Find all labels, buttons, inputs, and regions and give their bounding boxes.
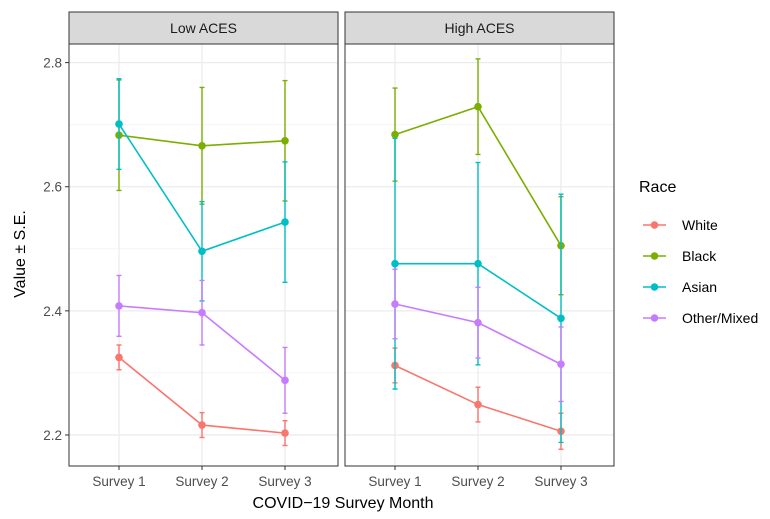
- legend-label: Asian: [682, 279, 717, 295]
- series-other-mixed: [115, 274, 289, 414]
- facet-strip: [344, 11, 615, 45]
- legend-key-point: [650, 221, 659, 229]
- data-point: [198, 421, 206, 429]
- data-point: [391, 130, 399, 139]
- panel-low-aces: Low ACES Survey 1 Survey 2 Survey 3: [68, 11, 339, 489]
- data-point: [474, 102, 482, 111]
- data-point: [115, 302, 123, 310]
- legend: Race White Black Asian Other/Mixed: [639, 179, 758, 326]
- facet-strip-label: Low ACES: [170, 20, 237, 36]
- y-axis-title: Value ± S.E.: [12, 210, 29, 298]
- facet-strip: [68, 11, 339, 45]
- data-point: [474, 400, 482, 409]
- x-tick-label: Survey 2: [175, 474, 228, 489]
- x-tick-label: Survey 3: [534, 474, 587, 489]
- data-point: [557, 314, 565, 323]
- panel-high-aces: High ACES Survey 1 Survey 2 Survey 3: [344, 11, 615, 489]
- x-tick-label: Survey 1: [368, 474, 421, 489]
- facet-strip-label: High ACES: [444, 20, 514, 36]
- series-white: [115, 344, 289, 447]
- data-point: [281, 137, 289, 145]
- data-point: [198, 141, 206, 150]
- legend-label: Black: [682, 248, 717, 264]
- data-point: [391, 259, 399, 268]
- panel-border: [68, 43, 339, 467]
- legend-title: Race: [639, 179, 676, 196]
- data-point: [474, 259, 482, 268]
- x-axis-title: COVID−19 Survey Month: [253, 495, 434, 512]
- plot-background: [345, 44, 614, 466]
- data-point: [281, 218, 289, 226]
- legend-item: Other/Mixed: [643, 310, 758, 326]
- x-tick-label: Survey 1: [92, 474, 145, 489]
- y-tick-label: 2.6: [43, 180, 62, 195]
- legend-label: Other/Mixed: [682, 310, 758, 326]
- data-point: [115, 353, 123, 362]
- legend-key-point: [650, 252, 659, 260]
- data-point: [557, 360, 565, 369]
- legend-key-point: [650, 314, 659, 322]
- y-tick-label: 2.2: [43, 428, 62, 443]
- plot-background: [69, 44, 338, 466]
- legend-item: Black: [643, 248, 717, 264]
- legend-key-point: [650, 283, 659, 291]
- y-tick-label: 2.8: [43, 56, 62, 71]
- legend-item: Asian: [643, 279, 717, 295]
- data-point: [115, 120, 123, 128]
- data-point: [474, 318, 482, 327]
- data-point: [391, 300, 399, 308]
- legend-item: White: [643, 217, 718, 233]
- series-other-mixed: [391, 268, 565, 403]
- data-point: [198, 247, 206, 256]
- x-tick-label: Survey 3: [258, 474, 311, 489]
- series-asian: [115, 78, 289, 302]
- legend-label: White: [682, 217, 718, 233]
- y-tick-label: 2.4: [43, 304, 62, 319]
- data-point: [281, 376, 289, 385]
- panel-border: [344, 43, 615, 467]
- data-point: [198, 308, 206, 317]
- x-tick-label: Survey 2: [451, 474, 504, 489]
- data-point: [281, 429, 289, 437]
